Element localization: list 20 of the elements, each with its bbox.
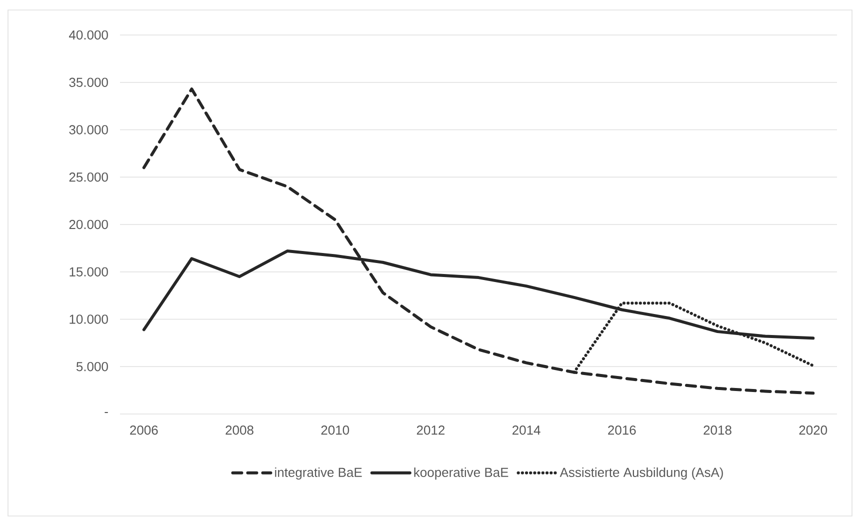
- legend-label: kooperative BaE: [414, 467, 508, 480]
- x-tick-label: 2006: [130, 426, 158, 435]
- y-tick-label: 25.000: [69, 172, 108, 182]
- x-tick-label: 2018: [704, 426, 732, 435]
- y-tick-label: -: [104, 412, 108, 414]
- y-tick-label: 5.000: [76, 362, 108, 372]
- y-tick-label: 15.000: [70, 267, 108, 276]
- x-tick-label: 2010: [321, 426, 350, 435]
- y-tick-label: 30.000: [69, 125, 108, 134]
- legend-label: Assistierte Ausbildung (AsA): [560, 467, 723, 480]
- y-tick-label: 35.000: [69, 78, 108, 87]
- y-tick-label: 20.000: [69, 220, 108, 230]
- x-tick-label: 2020: [799, 426, 828, 435]
- legend-label: integrative BaE: [275, 467, 362, 480]
- x-tick-label: 2008: [226, 426, 254, 435]
- x-tick-label: 2014: [512, 426, 540, 435]
- x-tick-label: 2012: [416, 426, 444, 435]
- x-tick-label: 2016: [608, 426, 636, 435]
- y-tick-label: 10.000: [70, 314, 108, 324]
- y-tick-label: 40.000: [69, 30, 108, 40]
